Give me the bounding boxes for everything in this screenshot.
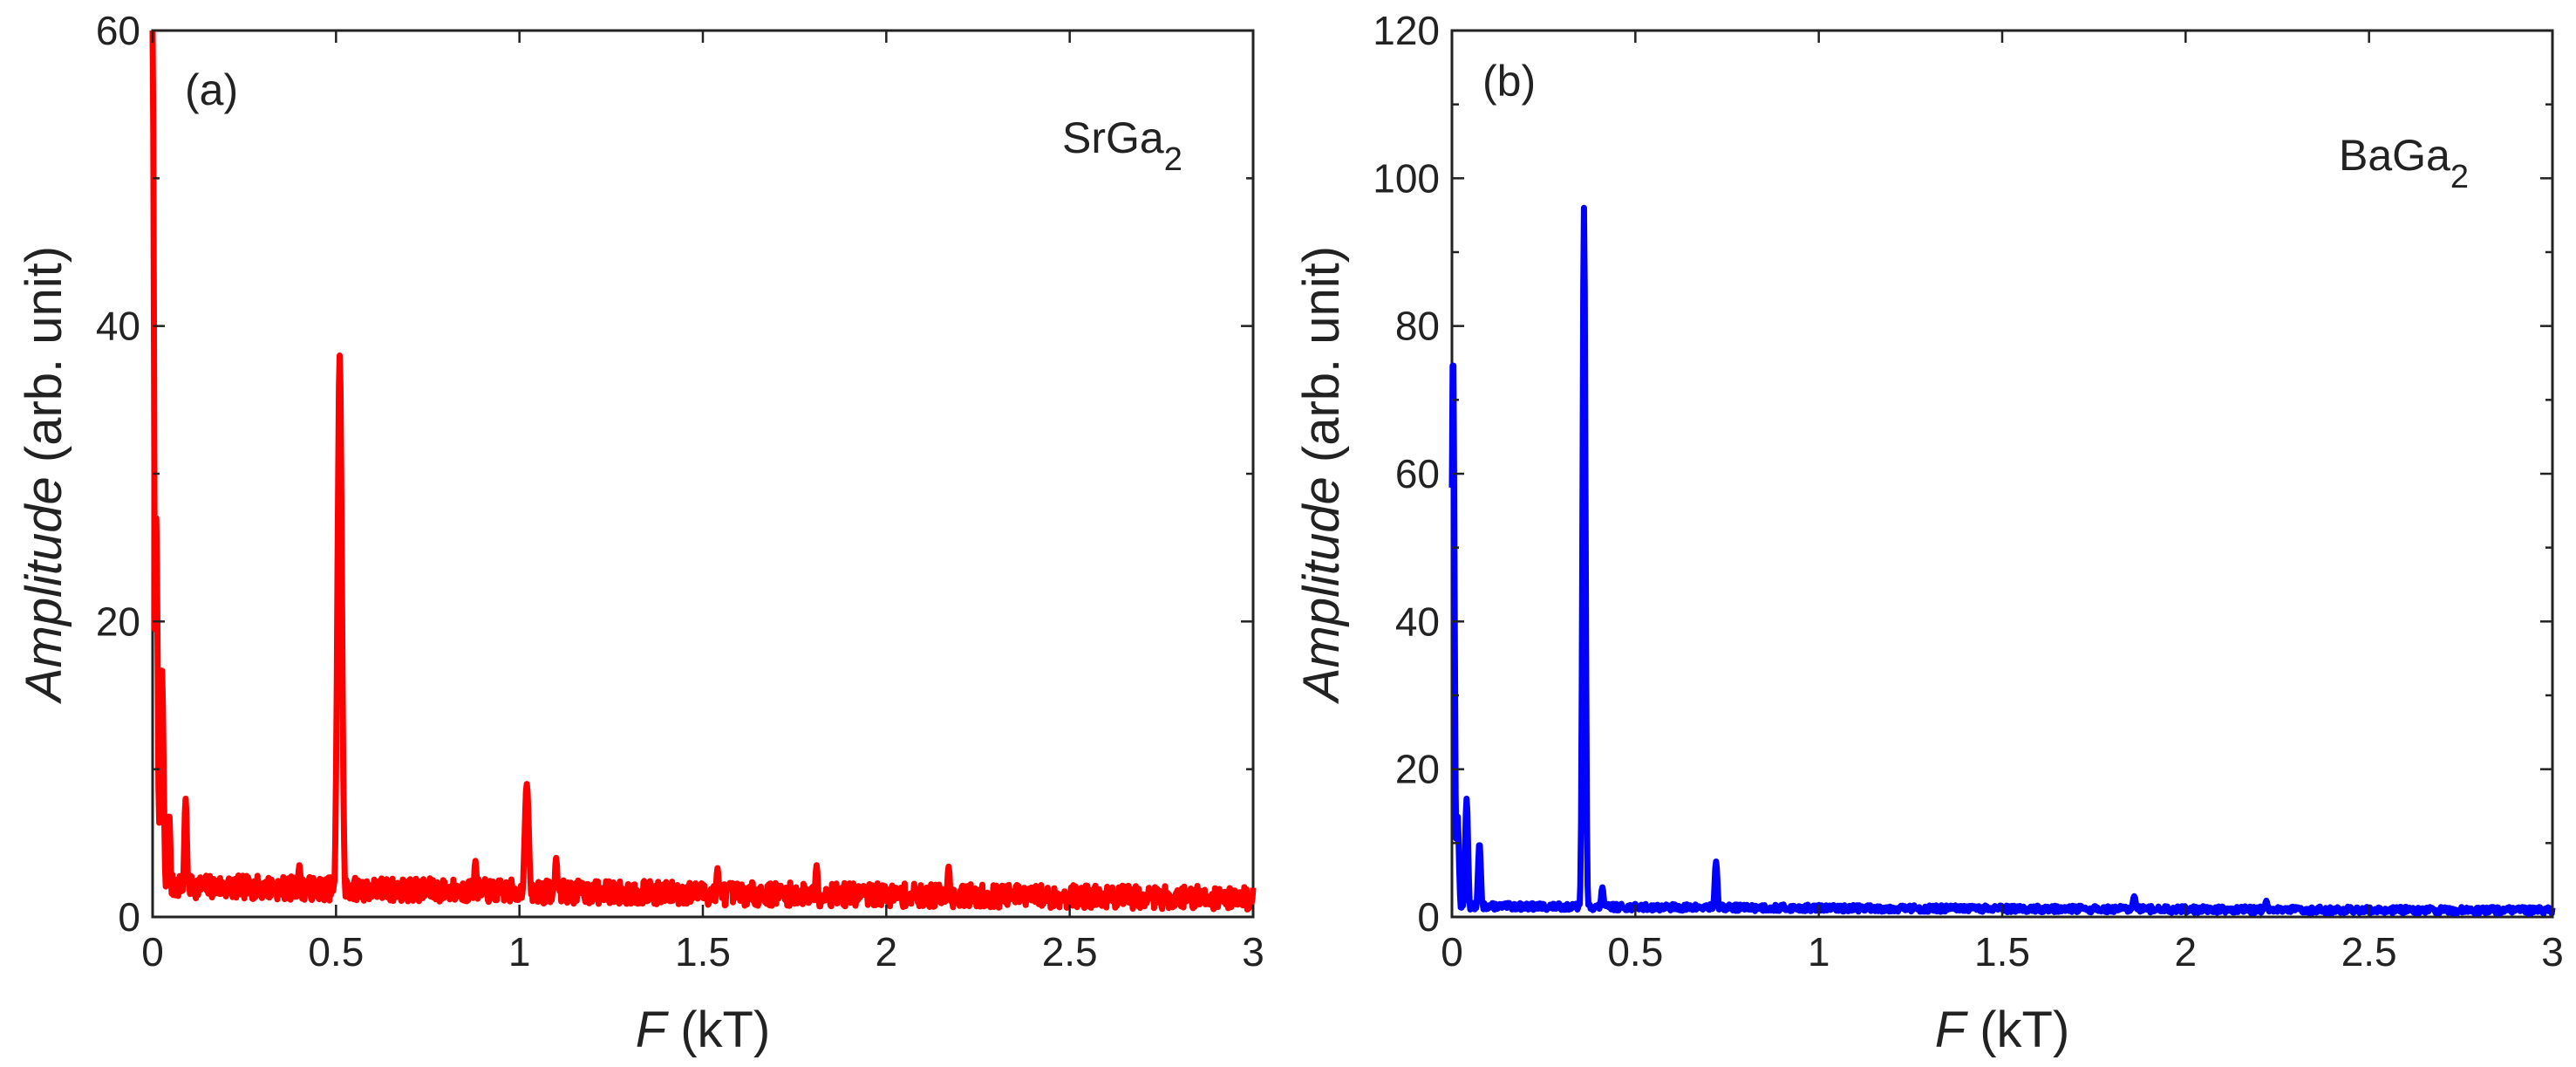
plot-lines-a — [149, 30, 1257, 913]
x-tick-label-a: 3 — [1242, 929, 1264, 975]
sample-label-a: SrGa2 — [1062, 113, 1182, 178]
x-tick-label-b: 3 — [2541, 929, 2564, 975]
sample-label-a-main: SrGa — [1062, 113, 1164, 162]
x-tick-label-a: 2 — [876, 929, 898, 975]
y-tick-label-a: 0 — [118, 894, 140, 940]
y-tick-label-a: 20 — [96, 598, 140, 644]
y-axis-title-a-italic: Amplitude — [16, 476, 72, 704]
plot-frame-a — [151, 29, 1255, 919]
y-tick-label-a: 40 — [96, 304, 140, 349]
x-axis-title-b-rest: (kT) — [1966, 1002, 2069, 1058]
y-axis-title-a: Amplitude (arb. unit) — [16, 246, 72, 704]
y-tick-label-b: 0 — [1417, 894, 1440, 940]
x-tick-label-b: 1 — [1808, 929, 1830, 975]
y-axis-title-b-italic: Amplitude — [1293, 476, 1350, 704]
x-tick-label-b: 0.5 — [1607, 929, 1663, 975]
x-axis-title-b-italic: F — [1935, 1002, 1969, 1058]
y-tick-label-b: 120 — [1373, 8, 1440, 53]
panel-label-b: (b) — [1482, 57, 1536, 106]
x-tick-label-b: 2.5 — [2341, 929, 2397, 975]
spectrum-line-a — [149, 30, 1257, 913]
axis-ticks-a: 0 0.5 1 1.5 2 2.5 3 0 20 40 60 — [96, 8, 1264, 975]
y-tick-label-b: 20 — [1395, 747, 1440, 792]
x-tick-label-b: 1.5 — [1974, 929, 2030, 975]
x-tick-label-a: 0.5 — [308, 929, 364, 975]
y-tick-label-a: 60 — [96, 8, 140, 53]
x-axis-title-b: F (kT) — [1935, 1002, 2070, 1058]
sample-label-b-subscript: 2 — [2450, 159, 2469, 195]
y-tick-label-b: 80 — [1395, 304, 1440, 349]
plot-lines-b — [1448, 204, 2556, 917]
x-tick-label-a: 0 — [141, 929, 164, 975]
y-axis-title-b: Amplitude (arb. unit) — [1293, 246, 1350, 704]
sample-label-b: BaGa2 — [2339, 131, 2469, 195]
x-axis-title-a-italic: F — [636, 1002, 670, 1058]
sample-label-b-main: BaGa — [2339, 131, 2450, 180]
sample-label-a-subscript: 2 — [1164, 141, 1182, 178]
spectrum-line-b — [1448, 204, 2556, 917]
y-axis-title-a-rest: (arb. unit) — [16, 246, 72, 476]
x-tick-label-b: 0 — [1441, 929, 1463, 975]
y-tick-label-b: 60 — [1395, 451, 1440, 496]
y-tick-label-b: 40 — [1395, 598, 1440, 644]
y-tick-label-b: 100 — [1373, 155, 1440, 201]
x-tick-label-a: 1 — [508, 929, 531, 975]
panel-label-a: (a) — [185, 65, 238, 114]
axis-ticks-b: 0 0.5 1 1.5 2 2.5 3 0 20 40 60 80 100 120 — [1373, 8, 2564, 975]
y-axis-title-b-rest: (arb. unit) — [1293, 246, 1350, 476]
x-tick-label-b: 2 — [2175, 929, 2198, 975]
x-tick-label-a: 1.5 — [675, 929, 731, 975]
x-tick-label-a: 2.5 — [1042, 929, 1098, 975]
x-axis-title-a: F (kT) — [636, 1002, 771, 1058]
x-axis-title-a-rest: (kT) — [666, 1002, 770, 1058]
